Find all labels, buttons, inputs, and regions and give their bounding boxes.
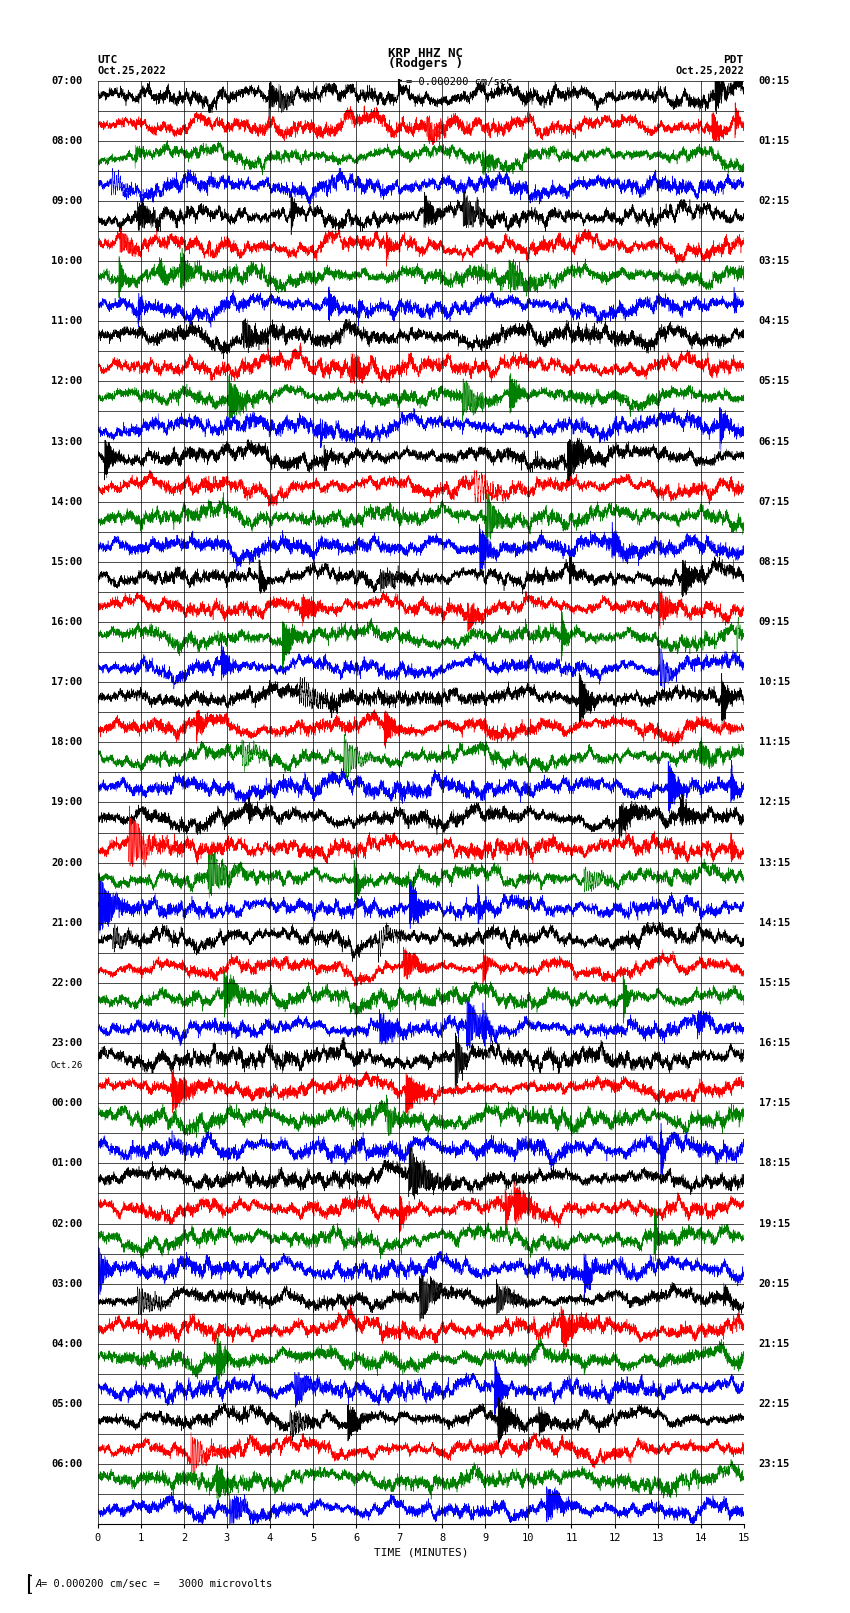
- Text: 05:15: 05:15: [759, 376, 790, 387]
- Text: 07:00: 07:00: [52, 76, 82, 85]
- Text: 00:00: 00:00: [52, 1098, 82, 1108]
- Text: 08:15: 08:15: [759, 556, 790, 566]
- Text: 23:15: 23:15: [759, 1460, 790, 1469]
- Text: Oct.26: Oct.26: [50, 1061, 82, 1069]
- Text: 01:00: 01:00: [52, 1158, 82, 1168]
- Text: 23:00: 23:00: [52, 1039, 82, 1048]
- Text: 10:00: 10:00: [52, 256, 82, 266]
- Text: 12:15: 12:15: [759, 797, 790, 808]
- Text: 10:15: 10:15: [759, 677, 790, 687]
- Text: 13:15: 13:15: [759, 858, 790, 868]
- Text: = 0.000200 cm/sec =   3000 microvolts: = 0.000200 cm/sec = 3000 microvolts: [41, 1579, 272, 1589]
- X-axis label: TIME (MINUTES): TIME (MINUTES): [373, 1547, 468, 1558]
- Text: 08:00: 08:00: [52, 135, 82, 145]
- Text: 09:00: 09:00: [52, 195, 82, 206]
- Text: 14:00: 14:00: [52, 497, 82, 506]
- Text: Oct.25,2022: Oct.25,2022: [98, 66, 167, 76]
- Text: 09:15: 09:15: [759, 618, 790, 627]
- Text: 04:00: 04:00: [52, 1339, 82, 1348]
- Text: 17:15: 17:15: [759, 1098, 790, 1108]
- Text: 15:00: 15:00: [52, 556, 82, 566]
- Text: A: A: [36, 1579, 42, 1589]
- Text: KRP HHZ NC: KRP HHZ NC: [388, 47, 462, 60]
- Text: 20:00: 20:00: [52, 858, 82, 868]
- Text: 01:15: 01:15: [759, 135, 790, 145]
- Text: 12:00: 12:00: [52, 376, 82, 387]
- Text: 04:15: 04:15: [759, 316, 790, 326]
- Text: 11:15: 11:15: [759, 737, 790, 747]
- Text: Oct.25,2022: Oct.25,2022: [675, 66, 744, 76]
- Text: (Rodgers ): (Rodgers ): [388, 56, 462, 71]
- Text: 15:15: 15:15: [759, 977, 790, 987]
- Text: PDT: PDT: [723, 55, 744, 65]
- Text: 05:00: 05:00: [52, 1398, 82, 1410]
- Text: 11:00: 11:00: [52, 316, 82, 326]
- Text: 18:00: 18:00: [52, 737, 82, 747]
- Text: 19:15: 19:15: [759, 1218, 790, 1229]
- Text: 13:00: 13:00: [52, 437, 82, 447]
- Text: UTC: UTC: [98, 55, 118, 65]
- Text: 02:00: 02:00: [52, 1218, 82, 1229]
- Text: 19:00: 19:00: [52, 797, 82, 808]
- Text: 06:00: 06:00: [52, 1460, 82, 1469]
- Text: = 0.000200 cm/sec: = 0.000200 cm/sec: [406, 77, 513, 87]
- Text: 03:00: 03:00: [52, 1279, 82, 1289]
- Text: 00:15: 00:15: [759, 76, 790, 85]
- Text: 16:00: 16:00: [52, 618, 82, 627]
- Text: 22:00: 22:00: [52, 977, 82, 987]
- Text: 21:00: 21:00: [52, 918, 82, 927]
- Text: 07:15: 07:15: [759, 497, 790, 506]
- Text: 20:15: 20:15: [759, 1279, 790, 1289]
- Text: 03:15: 03:15: [759, 256, 790, 266]
- Text: 16:15: 16:15: [759, 1039, 790, 1048]
- Text: 18:15: 18:15: [759, 1158, 790, 1168]
- Text: 06:15: 06:15: [759, 437, 790, 447]
- Text: 22:15: 22:15: [759, 1398, 790, 1410]
- Text: 21:15: 21:15: [759, 1339, 790, 1348]
- Text: 14:15: 14:15: [759, 918, 790, 927]
- Text: 02:15: 02:15: [759, 195, 790, 206]
- Text: 17:00: 17:00: [52, 677, 82, 687]
